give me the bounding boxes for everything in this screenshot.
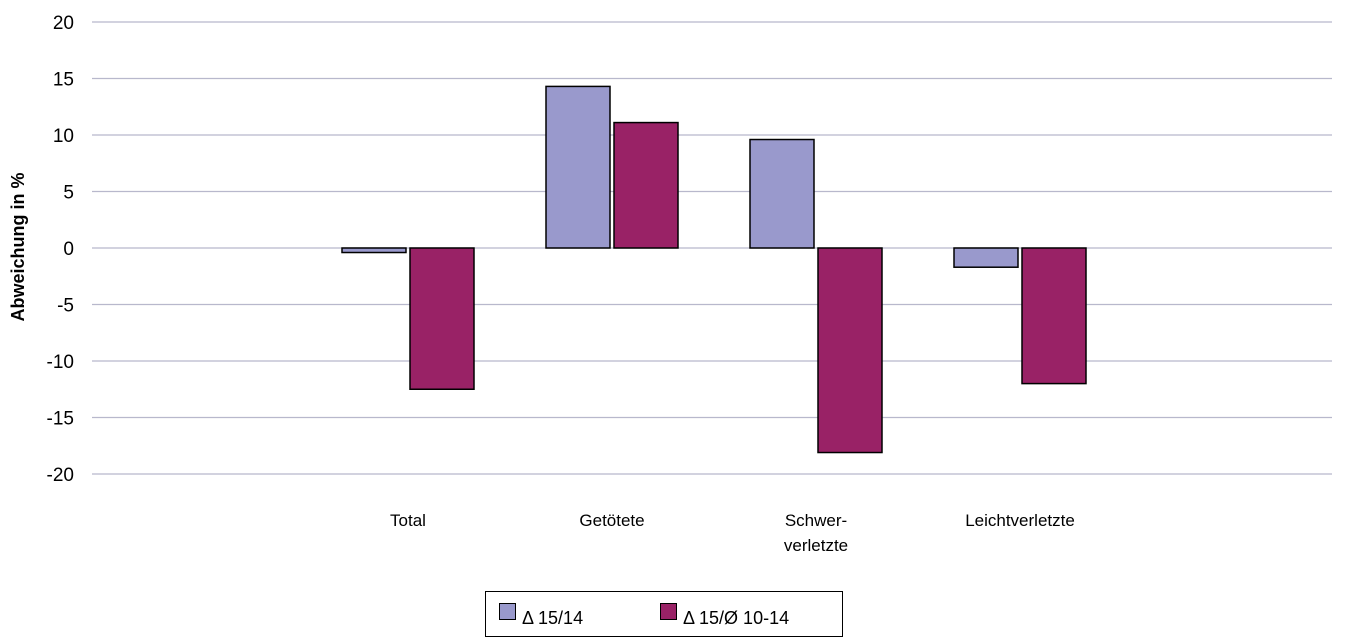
bar-series-2-cat-1 [409,247,475,390]
x-category-line: Leichtverletzte [965,511,1075,530]
bar-series-1-cat-1 [341,247,407,254]
x-category-label: Getötete [579,511,644,530]
x-category-label: Leichtverletzte [965,511,1075,530]
y-axis-ticks: 20 15 10 5 0 -5 -10 -15 -20 [47,13,74,486]
bar-series-2-cat-2 [613,121,679,249]
x-category-line: Schwer- [785,511,847,530]
bar-series-2-cat-4 [1021,247,1087,385]
legend-item-series-1: Δ 15/14 [499,600,583,628]
legend-swatch-series-1 [499,603,516,620]
bar-series-1-cat-2 [545,85,611,249]
x-axis-categories: Total Getötete Schwer-verletzte Leichtverle… [390,511,1075,555]
y-tick-label: 5 [63,183,74,204]
y-tick-label: 0 [63,239,74,260]
x-category-line: verletzte [784,536,848,555]
bar-series-1-cat-4 [953,247,1019,268]
y-tick-label: -10 [47,352,74,373]
legend-label-series-1: Δ 15/14 [522,608,584,628]
y-tick-label: 10 [53,126,74,147]
bar-series-1-cat-3 [749,138,815,249]
legend-item-series-2: Δ 15/Ø 10-14 [660,600,789,628]
x-category-line: Total [390,511,426,530]
y-tick-label: 20 [53,13,74,34]
x-category-label: Total [390,511,426,530]
bars [341,85,1087,454]
x-category-line: Getötete [579,511,644,530]
y-tick-label: 15 [53,70,74,91]
bar-series-2-cat-3 [817,247,883,454]
y-tick-label: -20 [47,465,74,486]
legend-swatch-series-2 [660,603,677,620]
x-category-label: Schwer-verletzte [784,511,848,555]
y-tick-label: -5 [57,296,74,317]
legend: Δ 15/14 Δ 15/Ø 10-14 [485,591,843,637]
legend-label-series-2: Δ 15/Ø 10-14 [683,608,790,628]
gridlines [92,21,1332,475]
y-axis-label: Abweichung in % [8,172,28,321]
y-tick-label: -15 [47,409,74,430]
